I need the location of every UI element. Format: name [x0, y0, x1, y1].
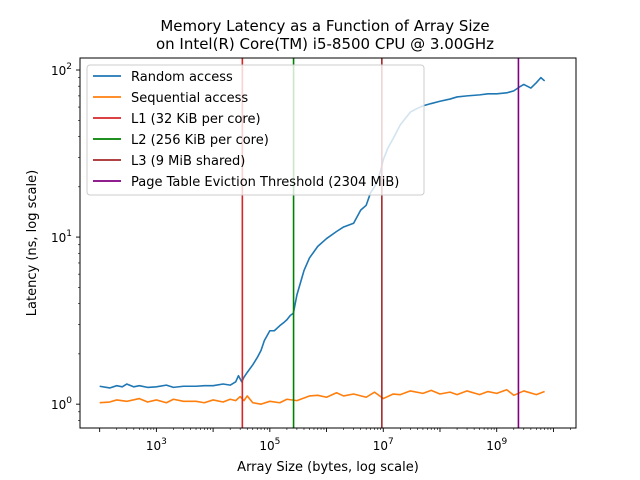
legend-items: Random access Sequential access L1 (32 KiB… — [93, 70, 399, 190]
legend: Random access Sequential access L1 (32 KiB… — [86, 64, 425, 196]
x-axis-ticks: 103 105 107 109 — [99, 428, 571, 453]
legend-entry-3: L2 (256 KiB per core) — [131, 133, 269, 148]
plot-frame — [79, 57, 577, 429]
chart-title: Memory Latency as a Function of Array Si… — [156, 17, 494, 53]
legend-entry-0: Random access — [131, 70, 233, 85]
chart-title-line-2: on Intel(R) Core(TM) i5-8500 CPU @ 3.00G… — [156, 35, 494, 53]
legend-entry-2: L1 (32 KiB per core) — [131, 112, 261, 127]
x-axis-label: Array Size (bytes, log scale) — [237, 460, 419, 475]
legend-entry-1: Sequential access — [131, 91, 248, 106]
legend-entry-5: Page Table Eviction Threshold (2304 MiB) — [131, 175, 399, 190]
y-axis-label: Latency (ns, log scale) — [25, 170, 40, 316]
y-axis-ticks: 100 101 102 — [51, 62, 80, 421]
legend-entry-4: L3 (9 MiB shared) — [131, 154, 245, 169]
x-tick-label-2: 107 — [373, 437, 394, 453]
chart-title-line-1: Memory Latency as a Function of Array Si… — [160, 17, 489, 35]
legend-box — [86, 64, 425, 196]
y-tick-label-0: 100 — [51, 396, 72, 412]
y-tick-label-1: 101 — [51, 229, 72, 245]
x-tick-label-1: 105 — [259, 437, 280, 453]
x-tick-label-3: 109 — [486, 437, 507, 453]
series-line-1 — [99, 388, 545, 405]
x-tick-label-0: 103 — [146, 437, 167, 453]
series-layer — [99, 76, 546, 405]
series-line-0 — [99, 76, 546, 389]
y-tick-label-2: 102 — [51, 62, 72, 78]
